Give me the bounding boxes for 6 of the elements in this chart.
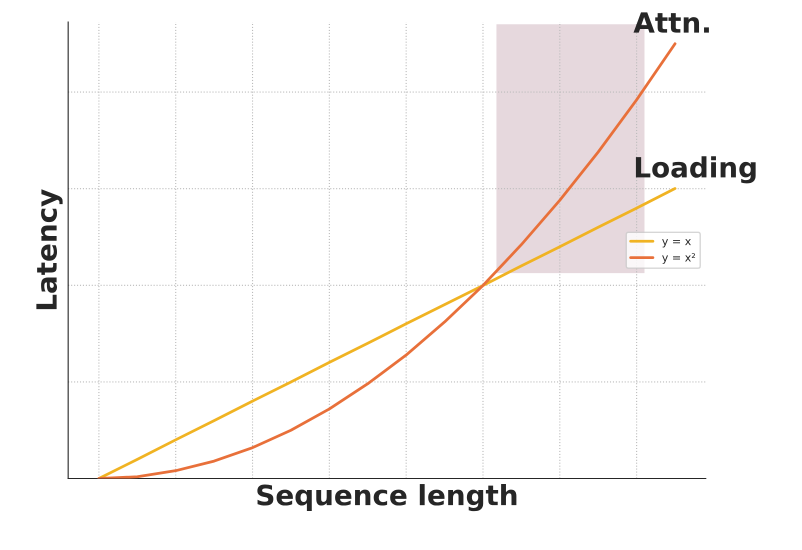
legend-label: y = x bbox=[662, 239, 691, 248]
text: Attn. bbox=[634, 12, 709, 33]
y-axis-title: Latency bbox=[36, 189, 63, 310]
x-axis-title: Sequence length bbox=[257, 484, 516, 512]
legend-label: y = x² bbox=[662, 253, 696, 264]
annotation: Loading bbox=[636, 156, 756, 184]
